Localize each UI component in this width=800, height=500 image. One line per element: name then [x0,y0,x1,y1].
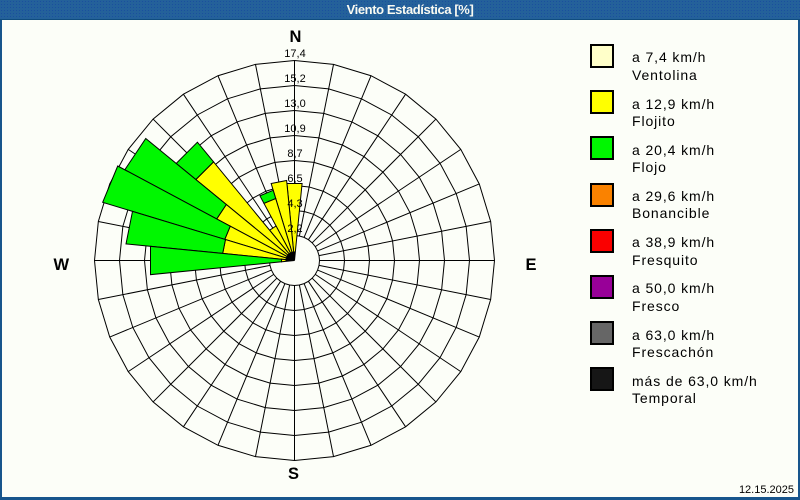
svg-text:8,7: 8,7 [287,148,302,160]
svg-text:17,4: 17,4 [284,48,305,60]
svg-text:6,5: 6,5 [287,173,302,185]
svg-text:13,0: 13,0 [284,98,305,110]
svg-text:10,9: 10,9 [284,123,305,135]
svg-text:4,3: 4,3 [287,198,302,210]
svg-text:2,2: 2,2 [287,223,302,235]
svg-text:15,2: 15,2 [284,73,305,85]
